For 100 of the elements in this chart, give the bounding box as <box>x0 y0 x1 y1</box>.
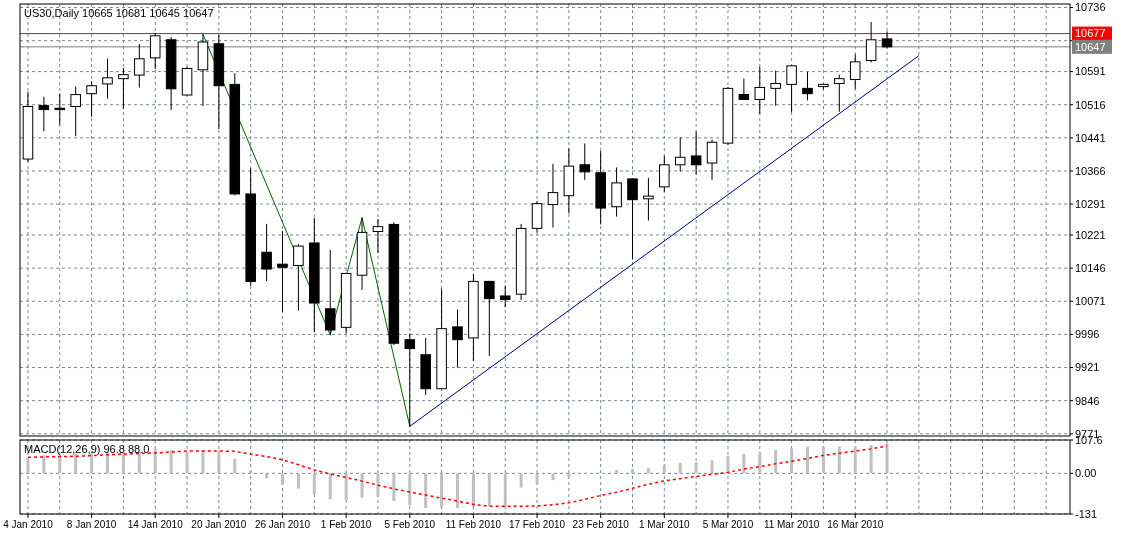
x-tick-label: 26 Jan 2010 <box>254 519 311 530</box>
bar <box>217 450 221 474</box>
y-tick-label: -131 <box>1075 507 1098 520</box>
candlestick <box>770 70 781 106</box>
candlestick <box>786 65 797 113</box>
candlestick <box>261 223 272 282</box>
bar <box>678 462 682 474</box>
candlestick <box>499 285 511 308</box>
bar <box>185 451 189 474</box>
bar <box>615 469 619 474</box>
candlestick <box>659 155 670 192</box>
x-tick-label: 23 Feb 2010 <box>572 519 630 530</box>
bar <box>201 450 205 474</box>
candlestick <box>881 31 893 49</box>
candlestick <box>372 219 384 253</box>
bar <box>121 452 125 474</box>
candlestick <box>293 244 304 311</box>
bar <box>631 469 634 474</box>
candlestick <box>738 78 750 100</box>
y-tick-label: 10366 <box>1075 164 1106 177</box>
bar <box>503 473 507 507</box>
bar <box>853 446 857 474</box>
bar <box>471 473 475 507</box>
y-tick-label: 10441 <box>1075 131 1106 144</box>
bar <box>551 473 555 481</box>
bar <box>774 449 778 474</box>
candlestick <box>86 81 97 117</box>
bar <box>344 473 348 501</box>
candlestick <box>277 230 288 312</box>
y-tick-label: 10591 <box>1075 65 1106 78</box>
bar <box>790 448 794 474</box>
candlestick <box>802 71 813 101</box>
x-tick-label: 1 Mar 2010 <box>639 519 691 530</box>
bar <box>58 455 62 474</box>
x-tick-label: 11 Feb 2010 <box>445 519 502 530</box>
bar <box>885 443 889 474</box>
bar <box>646 468 650 474</box>
y-tick-label: 9996 <box>1075 328 1100 341</box>
bar <box>440 473 444 508</box>
x-tick-label: 5 Mar 2010 <box>702 519 754 530</box>
bar <box>742 453 746 474</box>
candlestick <box>102 58 113 99</box>
y-tick-label: 10221 <box>1075 228 1106 241</box>
bar <box>233 458 237 474</box>
candlestick <box>484 280 495 357</box>
candlestick <box>134 44 145 88</box>
candlestick <box>643 177 654 221</box>
bar <box>424 473 428 509</box>
candlestick <box>834 74 845 112</box>
candlestick <box>404 333 416 427</box>
ref-line-label: 10647 <box>1075 40 1106 53</box>
ref-line-label: 10677 <box>1075 27 1106 40</box>
x-tick-label: 4 Jan 2010 <box>3 519 54 530</box>
candlestick <box>452 309 463 368</box>
bar <box>296 473 300 489</box>
candlestick <box>70 86 81 137</box>
bar <box>758 451 762 474</box>
bar <box>821 446 825 474</box>
bar <box>376 473 380 497</box>
y-tick-label: 10516 <box>1075 98 1106 111</box>
y-tick-label: 10736 <box>1075 1 1106 14</box>
bar <box>408 473 412 506</box>
bar <box>26 457 30 474</box>
x-tick-label: 20 Jan 2010 <box>191 519 247 530</box>
bar <box>137 451 141 474</box>
bar <box>710 460 714 474</box>
bar <box>249 469 253 474</box>
line-series <box>27 445 888 507</box>
candlestick <box>118 67 129 109</box>
x-tick-label: 11 Mar 2010 <box>763 519 820 530</box>
candlestick <box>674 137 686 172</box>
bar <box>726 456 730 474</box>
y-tick-label: 10146 <box>1075 262 1106 274</box>
y-tick-label: 10071 <box>1075 295 1106 308</box>
candlestick <box>706 139 718 180</box>
bar <box>535 473 539 485</box>
x-tick-label: 16 Mar 2010 <box>827 519 884 530</box>
candlestick <box>865 22 877 63</box>
candlestick <box>324 249 336 336</box>
bar <box>837 446 841 474</box>
bar <box>694 462 698 474</box>
bar <box>662 465 666 474</box>
candlestick <box>690 131 702 175</box>
x-tick-label: 14 Jan 2010 <box>127 519 184 530</box>
y-tick-label: 9846 <box>1075 394 1100 407</box>
bar <box>806 446 809 474</box>
candlestick <box>38 96 50 132</box>
bar <box>169 450 173 474</box>
bar <box>328 473 332 500</box>
x-tick-label: 17 Feb 2010 <box>508 519 566 530</box>
candlestick <box>54 93 66 125</box>
candlestick <box>547 163 559 228</box>
bar <box>265 473 269 479</box>
bar <box>312 473 316 495</box>
chart-title: US30,Daily 10665 10681 10645 10647 <box>24 7 214 19</box>
candlestick <box>149 33 161 69</box>
bar <box>74 453 78 474</box>
bar <box>519 473 523 488</box>
bar <box>567 473 571 478</box>
bar <box>42 455 46 474</box>
